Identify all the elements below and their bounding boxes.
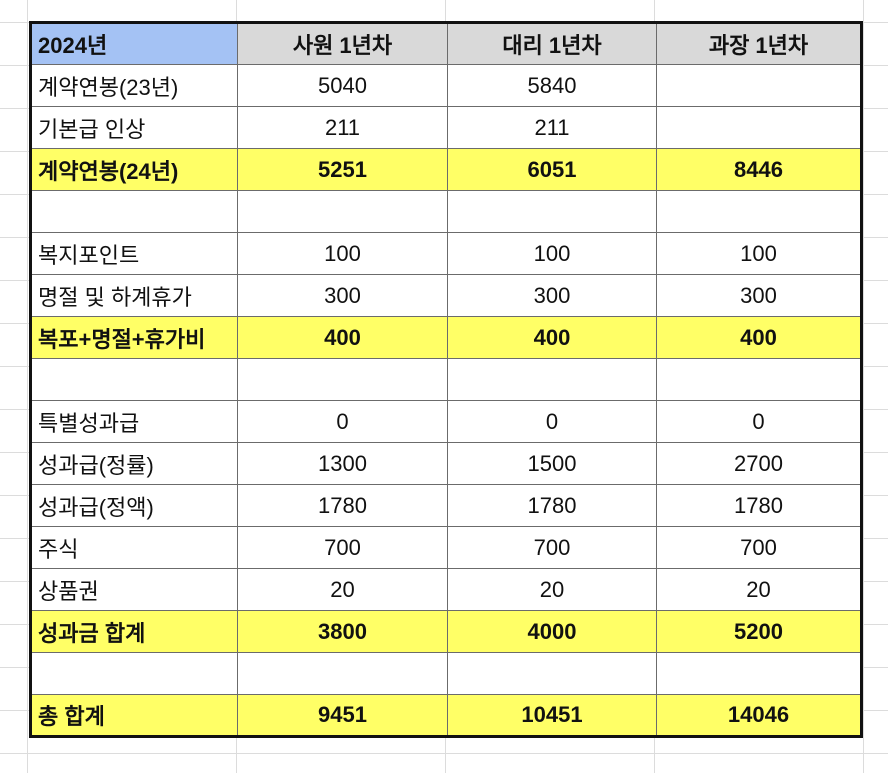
row-label: 계약연봉(23년) (30, 64, 238, 107)
value-cell: 100 (237, 232, 448, 275)
empty-cell (237, 358, 448, 401)
value-cell: 14046 (656, 694, 862, 737)
value-cell: 211 (447, 106, 657, 149)
header-row: 2024년 사원 1년차 대리 1년차 과장 1년차 (30, 22, 862, 65)
row-label: 성과금 합계 (30, 610, 238, 653)
blank-row (30, 358, 862, 401)
data-row: 성과급(정액) 1780 1780 1780 (30, 484, 862, 527)
data-row: 기본급 인상 211 211 (30, 106, 862, 149)
value-cell: 300 (447, 274, 657, 317)
data-row: 특별성과급 0 0 0 (30, 400, 862, 443)
empty-cell (656, 64, 862, 107)
value-cell: 300 (237, 274, 448, 317)
spreadsheet-table: 2024년 사원 1년차 대리 1년차 과장 1년차 계약연봉(23년) 5040 5840… (29, 21, 863, 738)
empty-cell (237, 190, 448, 233)
value-cell: 8446 (656, 148, 862, 191)
value-cell: 300 (656, 274, 862, 317)
data-row: 성과급(정률) 1300 1500 2700 (30, 442, 862, 485)
value-cell: 5251 (237, 148, 448, 191)
header-cell: 대리 1년차 (447, 22, 657, 65)
row-label: 복포+명절+휴가비 (30, 316, 238, 359)
value-cell: 700 (447, 526, 657, 569)
value-cell: 100 (656, 232, 862, 275)
header-cell: 사원 1년차 (237, 22, 448, 65)
row-label: 명절 및 하계휴가 (30, 274, 238, 317)
row-label: 성과급(정률) (30, 442, 238, 485)
data-row: 명절 및 하계휴가 300 300 300 (30, 274, 862, 317)
value-cell: 1780 (656, 484, 862, 527)
table-body: 2024년 사원 1년차 대리 1년차 과장 1년차 계약연봉(23년) 5040 5840… (30, 22, 862, 737)
value-cell: 6051 (447, 148, 657, 191)
empty-cell (237, 652, 448, 695)
subtotal-row: 계약연봉(24년) 5251 6051 8446 (30, 148, 862, 191)
value-cell: 5040 (237, 64, 448, 107)
empty-cell (30, 652, 238, 695)
row-label: 상품권 (30, 568, 238, 611)
value-cell: 1780 (447, 484, 657, 527)
empty-cell (447, 358, 657, 401)
value-cell: 10451 (447, 694, 657, 737)
value-cell: 5840 (447, 64, 657, 107)
value-cell: 700 (237, 526, 448, 569)
subtotal-row: 성과금 합계 3800 4000 5200 (30, 610, 862, 653)
data-row: 계약연봉(23년) 5040 5840 (30, 64, 862, 107)
row-label: 특별성과급 (30, 400, 238, 443)
value-cell: 400 (237, 316, 448, 359)
value-cell: 1500 (447, 442, 657, 485)
row-label: 성과급(정액) (30, 484, 238, 527)
header-cell: 과장 1년차 (656, 22, 862, 65)
value-cell: 2700 (656, 442, 862, 485)
empty-cell (30, 190, 238, 233)
value-cell: 20 (656, 568, 862, 611)
value-cell: 700 (656, 526, 862, 569)
blank-row (30, 652, 862, 695)
row-label: 기본급 인상 (30, 106, 238, 149)
empty-cell (30, 358, 238, 401)
value-cell: 0 (447, 400, 657, 443)
empty-cell (447, 652, 657, 695)
row-label: 복지포인트 (30, 232, 238, 275)
value-cell: 3800 (237, 610, 448, 653)
row-label: 주식 (30, 526, 238, 569)
value-cell: 1780 (237, 484, 448, 527)
empty-cell (656, 652, 862, 695)
row-label: 계약연봉(24년) (30, 148, 238, 191)
empty-cell (656, 190, 862, 233)
subtotal-row: 복포+명절+휴가비 400 400 400 (30, 316, 862, 359)
value-cell: 20 (447, 568, 657, 611)
empty-cell (656, 106, 862, 149)
value-cell: 211 (237, 106, 448, 149)
value-cell: 9451 (237, 694, 448, 737)
blank-row (30, 190, 862, 233)
value-cell: 4000 (447, 610, 657, 653)
header-cell: 2024년 (30, 22, 238, 65)
value-cell: 400 (656, 316, 862, 359)
value-cell: 0 (656, 400, 862, 443)
data-row: 상품권 20 20 20 (30, 568, 862, 611)
subtotal-row: 총 합계 9451 10451 14046 (30, 694, 862, 737)
value-cell: 400 (447, 316, 657, 359)
value-cell: 0 (237, 400, 448, 443)
value-cell: 20 (237, 568, 448, 611)
value-cell: 100 (447, 232, 657, 275)
row-label: 총 합계 (30, 694, 238, 737)
data-row: 복지포인트 100 100 100 (30, 232, 862, 275)
data-row: 주식 700 700 700 (30, 526, 862, 569)
empty-cell (656, 358, 862, 401)
empty-cell (447, 190, 657, 233)
value-cell: 1300 (237, 442, 448, 485)
value-cell: 5200 (656, 610, 862, 653)
